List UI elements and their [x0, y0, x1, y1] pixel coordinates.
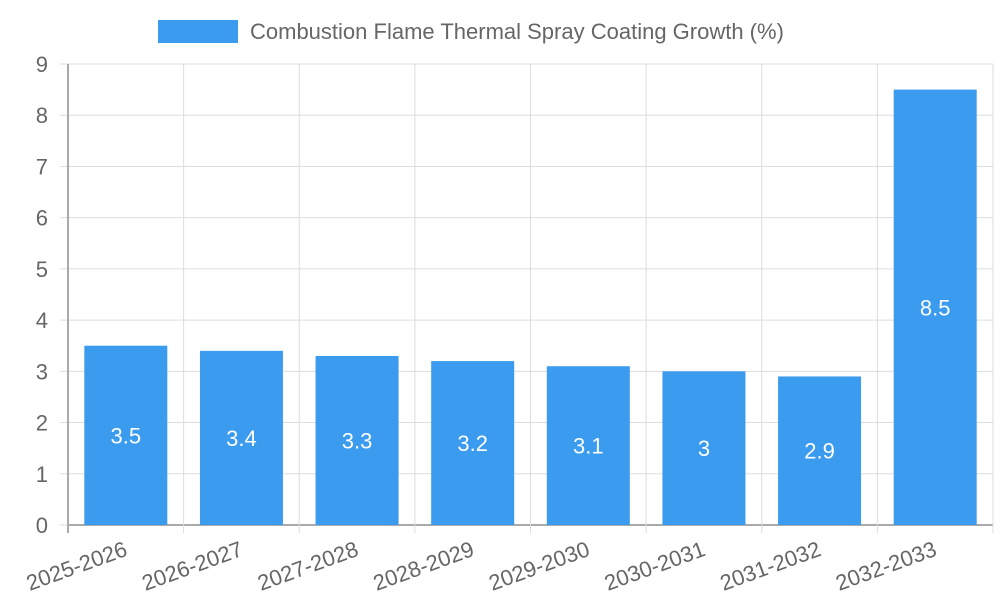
legend-swatch: [158, 20, 238, 43]
y-tick-label: 1: [36, 462, 48, 487]
y-tick-label: 8: [36, 103, 48, 128]
x-tick-label: 2030-2031: [601, 536, 708, 595]
bar-data-label: 3.3: [342, 428, 373, 453]
x-tick-label: 2032-2033: [832, 536, 939, 595]
bar-data-label: 3.1: [573, 434, 604, 459]
bar: [662, 371, 746, 525]
x-tick-label: 2025-2026: [23, 536, 130, 595]
y-tick-label: 9: [36, 52, 48, 77]
bar-data-label: 2.9: [804, 439, 835, 464]
bar: [893, 89, 977, 525]
bar: [431, 361, 515, 525]
y-tick-label: 6: [36, 206, 48, 231]
bar: [315, 355, 399, 525]
bar-data-label: 3.5: [111, 423, 142, 448]
bar-data-label: 3: [698, 436, 710, 461]
y-tick-label: 3: [36, 359, 48, 384]
x-tick-label: 2028-2029: [370, 536, 477, 595]
bar: [546, 366, 630, 525]
x-tick-label: 2027-2028: [254, 536, 361, 595]
y-tick-label: 7: [36, 154, 48, 179]
legend-label: Combustion Flame Thermal Spray Coating G…: [250, 19, 784, 44]
y-tick-label: 0: [36, 513, 48, 538]
bar-data-label: 3.2: [457, 431, 488, 456]
bar-data-label: 3.4: [226, 426, 257, 451]
y-tick-label: 4: [36, 308, 48, 333]
x-tick-label: 2026-2027: [139, 536, 246, 595]
y-tick-label: 2: [36, 411, 48, 436]
bar: [199, 350, 283, 525]
x-tick-label: 2031-2032: [717, 536, 824, 595]
bar-data-label: 8.5: [920, 295, 951, 320]
y-tick-label: 5: [36, 257, 48, 282]
bar: [84, 345, 168, 525]
bar: [778, 376, 862, 525]
x-tick-label: 2029-2030: [485, 536, 592, 595]
